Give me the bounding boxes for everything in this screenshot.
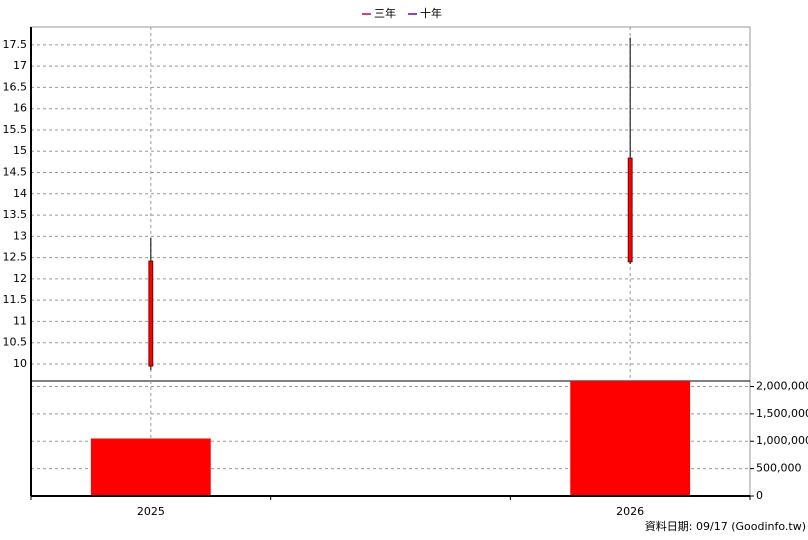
y-tick-label: 12 — [13, 272, 27, 285]
y-tick-label: 14.5 — [3, 166, 28, 179]
legend-label: 十年 — [420, 6, 442, 20]
y-tick-label: 16.5 — [3, 80, 28, 93]
y-tick-label: 11.5 — [3, 293, 28, 306]
y-tick-label: 14 — [13, 187, 27, 200]
x-tick-label: 2025 — [137, 505, 165, 518]
y2-tick-label: 500,000 — [756, 462, 802, 475]
y2-tick-label: 0 — [756, 489, 763, 502]
y-tick-label: 11 — [13, 314, 27, 327]
volume-bar — [570, 381, 691, 496]
x-tick-label: 2026 — [616, 505, 644, 518]
y-tick-label: 13.5 — [3, 208, 28, 221]
volume-bar — [90, 438, 211, 496]
y-tick-label: 12.5 — [3, 251, 28, 264]
legend-label: 三年 — [374, 6, 396, 20]
candle-body — [627, 157, 633, 263]
y-tick-label: 17 — [13, 59, 27, 72]
y2-tick-label: 1,500,000 — [756, 407, 808, 420]
y2-tick-label: 1,000,000 — [756, 434, 808, 447]
y-tick-label: 13 — [13, 229, 27, 242]
y-tick-label: 10.5 — [3, 336, 28, 349]
source-note: 資料日期: 09/17 (Goodinfo.tw) — [645, 519, 806, 533]
y-tick-label: 16 — [13, 102, 27, 115]
y-tick-label: 15 — [13, 144, 27, 157]
y-tick-label: 17.5 — [3, 38, 28, 51]
y-tick-label: 10 — [13, 357, 27, 370]
candle-body — [148, 260, 154, 367]
y2-tick-label: 2,000,000 — [756, 379, 808, 392]
y-tick-label: 15.5 — [3, 123, 28, 136]
